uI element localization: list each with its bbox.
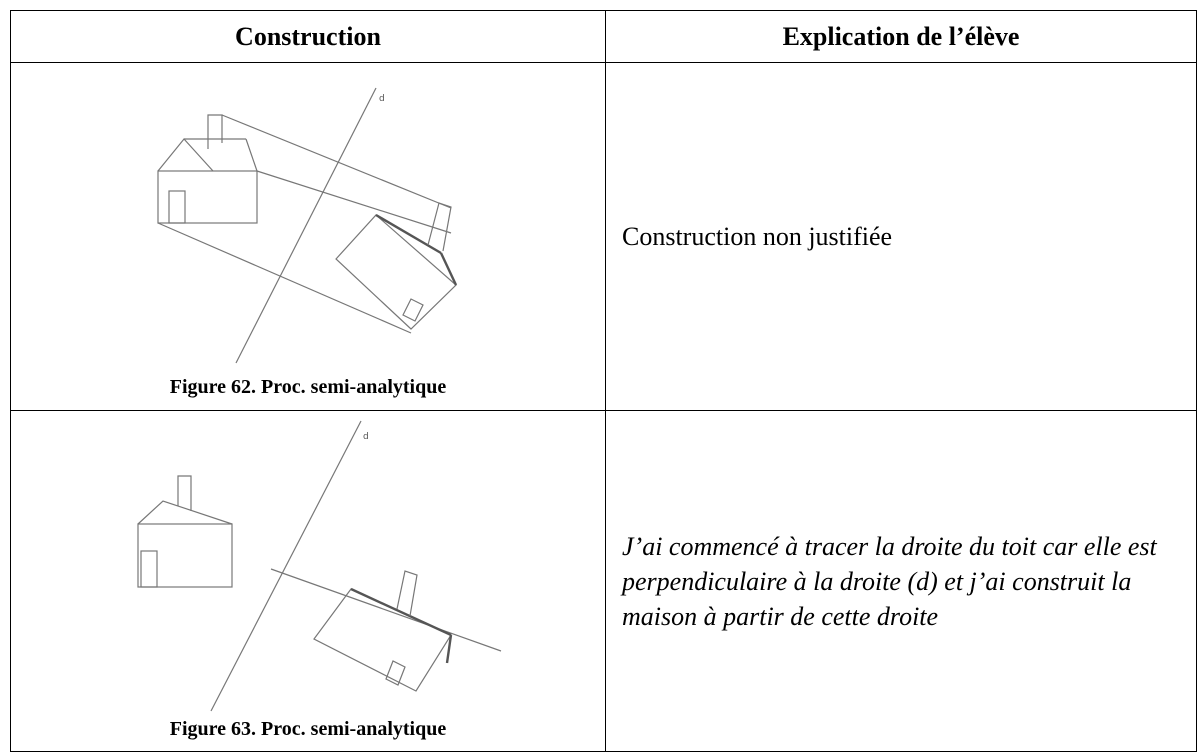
- door: [385, 660, 406, 686]
- construction-line: [270, 568, 502, 652]
- house-roof: [439, 252, 458, 286]
- figure-cell: d Figure 62. Proc. semi-analy: [10, 62, 606, 411]
- construction-line: [256, 170, 452, 234]
- figure: d Figure 62. Proc. semi-analy: [11, 63, 605, 410]
- door: [168, 190, 186, 224]
- caption: Figure 62. Proc. semi-analytique: [169, 376, 447, 398]
- house-wall: [335, 214, 457, 330]
- door: [140, 550, 158, 588]
- header-cell: Explication de l’élève: [605, 10, 1197, 63]
- house-roof: [350, 587, 452, 637]
- construction-line: [221, 114, 452, 209]
- house-wall: [157, 170, 258, 224]
- chimney: [427, 202, 452, 252]
- figure-cell: d Figure 63. Proc. semi-analytique: [10, 410, 606, 752]
- sketch: d: [137, 420, 502, 712]
- house-wall: [137, 523, 233, 588]
- sketch: d: [157, 87, 458, 364]
- explanation: Construction non justifiée: [605, 62, 1197, 411]
- axis-line: [235, 87, 377, 364]
- row: d Figure 62. Proc. semi-analy: [10, 62, 1197, 411]
- figure: d Figure 63. Proc. semi-analytique: [11, 411, 605, 751]
- axis-line: [210, 420, 362, 712]
- table: Construction Explication de l’élève d: [10, 10, 1197, 752]
- house-roof: [137, 500, 233, 525]
- door: [402, 298, 424, 322]
- row: d Figure 63. Proc. semi-analytique J’ai …: [10, 410, 1197, 752]
- house-roof: [245, 138, 258, 172]
- header-row: Construction Explication de l’élève: [10, 10, 1197, 63]
- chimney: [177, 475, 192, 511]
- house-roof: [157, 138, 214, 172]
- chimney: [207, 114, 223, 149]
- header-cell: Construction: [10, 10, 606, 63]
- house-roof: [445, 634, 453, 664]
- axis-label: d: [363, 432, 369, 442]
- explanation: J’ai commencé à tracer la droite du toit…: [605, 410, 1197, 752]
- construction-line: [157, 222, 412, 334]
- axis-label: d: [379, 94, 385, 104]
- house-roof: [375, 213, 442, 255]
- caption: Figure 63. Proc. semi-analytique: [169, 718, 447, 740]
- chimney: [396, 570, 418, 617]
